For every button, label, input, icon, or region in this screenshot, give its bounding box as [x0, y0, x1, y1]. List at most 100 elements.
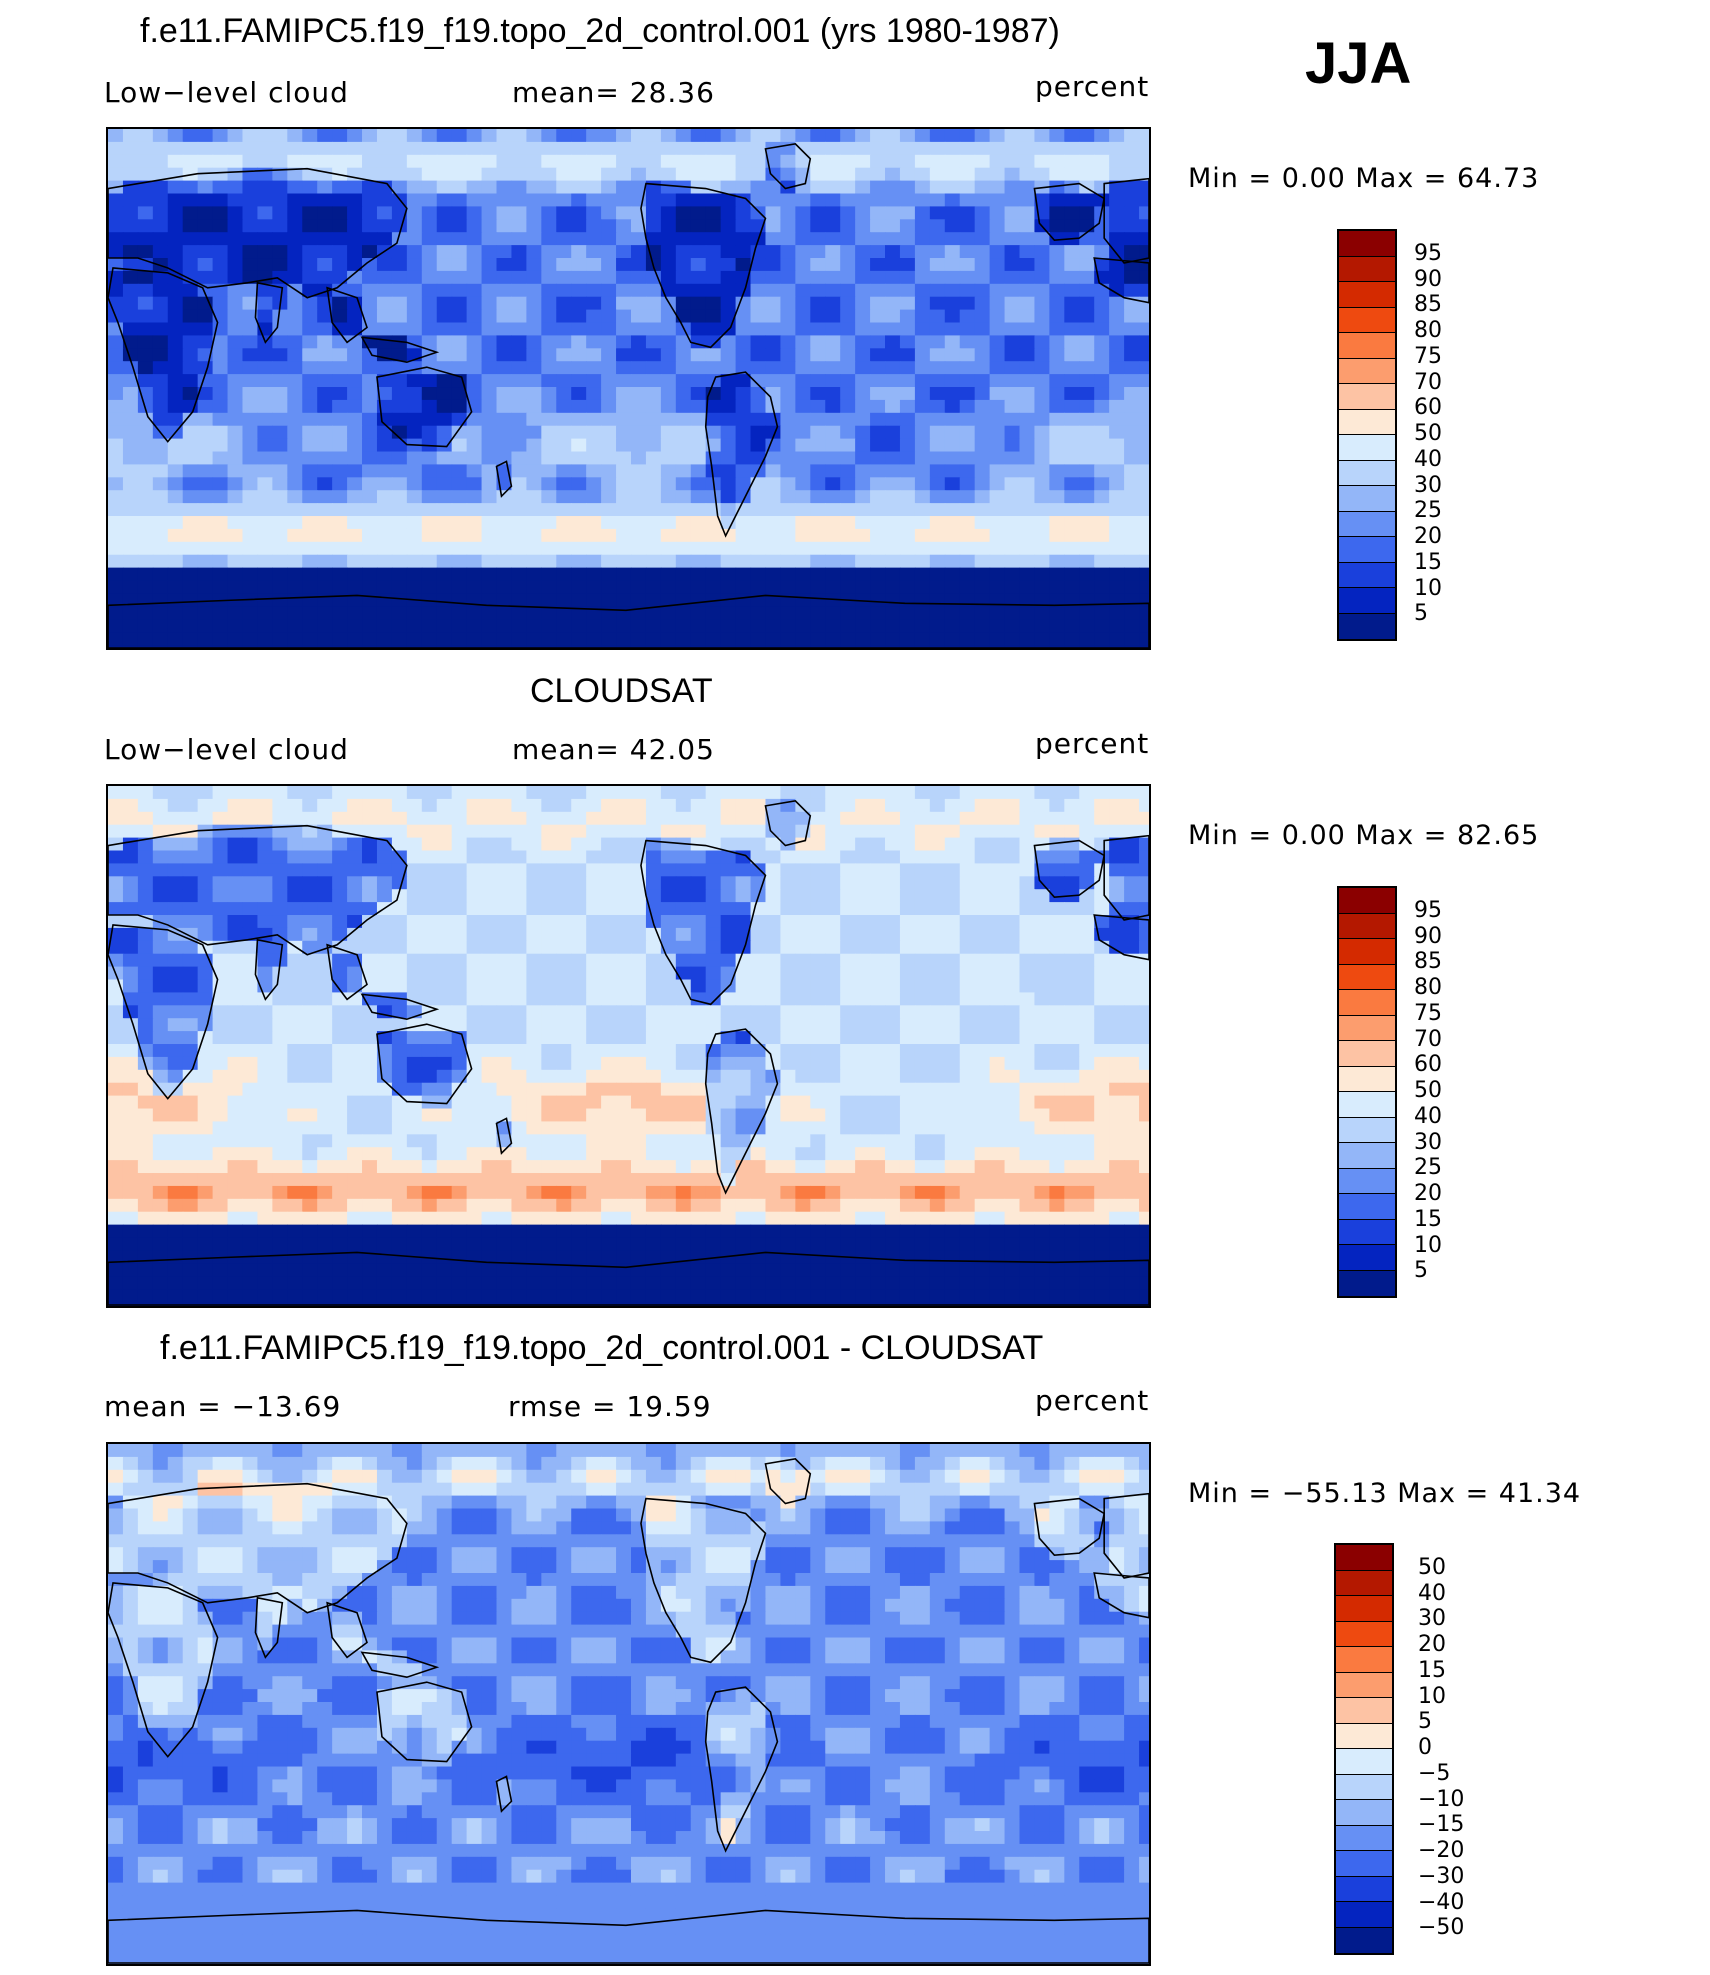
coastline	[108, 824, 408, 956]
colorbar-swatch	[1336, 1749, 1392, 1775]
panel-2-colorbar-tick: 75	[1414, 1000, 1442, 1026]
colorbar-swatch	[1339, 1168, 1395, 1194]
colorbar-swatch	[1339, 990, 1395, 1016]
colorbar-swatch	[1339, 486, 1395, 512]
panel-1-colorbar-tick: 70	[1414, 369, 1442, 395]
panel-3-colorbar-tick: −40	[1418, 1889, 1465, 1915]
coastline	[1093, 914, 1149, 961]
colorbar-swatch	[1336, 1672, 1392, 1698]
colorbar-swatch	[1339, 562, 1395, 588]
coastline	[495, 460, 513, 498]
panel-2-colorbar-tick: 50	[1414, 1078, 1442, 1103]
panel-3-colorbar-tick: 50	[1418, 1554, 1446, 1580]
colorbar-swatch	[1339, 1219, 1395, 1245]
panel-3-colorbar-tick: 30	[1418, 1606, 1446, 1632]
coastline	[376, 1681, 473, 1763]
colorbar-swatch	[1339, 1245, 1395, 1271]
panel-2-colorbar-tick: 40	[1414, 1103, 1442, 1129]
panel-2-colorbar-tick: 60	[1414, 1052, 1442, 1078]
colorbar-swatch	[1339, 1117, 1395, 1143]
panel-2-map	[106, 784, 1151, 1308]
colorbar-swatch	[1339, 537, 1395, 563]
coastline	[1103, 834, 1149, 921]
coastline	[1093, 257, 1149, 304]
coastline	[764, 143, 812, 190]
colorbar-swatch	[1339, 511, 1395, 537]
colorbar-swatch	[1339, 1143, 1395, 1169]
colorbar-swatch	[1339, 888, 1395, 914]
panel-3-colorbar-tick: −20	[1418, 1838, 1465, 1863]
colorbar-swatch	[1336, 1825, 1392, 1851]
panel-1-variable-label: Low−level cloud	[104, 76, 349, 109]
colorbar-swatch	[1339, 588, 1395, 614]
coastline	[254, 281, 284, 344]
coastline	[326, 943, 368, 1001]
panel-3-colorbar-tick: 0	[1418, 1735, 1432, 1760]
coastline	[376, 1023, 473, 1105]
coastline	[1033, 182, 1106, 241]
colorbar-swatch	[1336, 1851, 1392, 1877]
panel-3-minmax: Min = −55.13 Max = 41.34	[1188, 1478, 1582, 1509]
panel-2-mean-label: mean= 42.05	[512, 733, 715, 766]
coastline	[376, 366, 473, 448]
panel-2-colorbar-tick: 80	[1414, 975, 1442, 1000]
panel-2-colorbar-tick: 30	[1414, 1129, 1442, 1155]
panel-1-colorbar-tick: 60	[1414, 395, 1442, 421]
panel-1-colorbar-tick: 15	[1414, 549, 1442, 575]
panel-3-colorbar-tick: −30	[1418, 1863, 1465, 1889]
colorbar-swatch	[1336, 1698, 1392, 1724]
panel-1-colorbar-tick: 50	[1414, 421, 1442, 446]
coastline	[495, 1775, 513, 1813]
colorbar-swatch	[1339, 435, 1395, 461]
coastline	[108, 1582, 219, 1758]
panel-3-colorbar-tick: −5	[1418, 1760, 1451, 1786]
panel-1-colorbar-tick: 40	[1414, 446, 1442, 472]
coastline	[254, 1596, 284, 1659]
coastline	[108, 1251, 1149, 1306]
colorbar-swatch	[1339, 1041, 1395, 1067]
panel-2-colorbar-tick: 5	[1414, 1258, 1428, 1284]
panel-3-colorbar	[1334, 1543, 1394, 1955]
coastline	[360, 336, 440, 364]
colorbar-swatch	[1336, 1876, 1392, 1902]
coastline	[704, 1686, 779, 1853]
panel-2-colorbar-tick: 85	[1414, 949, 1442, 975]
panel-1-title: f.e11.FAMIPC5.f19_f19.topo_2d_control.00…	[140, 12, 1060, 50]
panel-1-map	[106, 127, 1151, 650]
panel-1-colorbar-tick: 25	[1414, 498, 1442, 524]
colorbar-swatch	[1336, 1927, 1392, 1953]
colorbar-swatch	[1339, 1066, 1395, 1092]
colorbar-swatch	[1336, 1902, 1392, 1928]
coastline	[326, 1601, 368, 1659]
colorbar-swatch	[1336, 1800, 1392, 1826]
colorbar-swatch	[1339, 913, 1395, 939]
coastline	[108, 594, 1149, 648]
colorbar-swatch	[1336, 1723, 1392, 1749]
panel-1-colorbar-tick: 5	[1414, 601, 1428, 627]
colorbar-swatch	[1339, 1015, 1395, 1041]
colorbar-swatch	[1339, 964, 1395, 990]
panel-2-minmax: Min = 0.00 Max = 82.65	[1188, 820, 1540, 851]
colorbar-swatch	[1339, 256, 1395, 282]
colorbar-swatch	[1339, 307, 1395, 333]
panel-1-colorbar-tick: 95	[1414, 240, 1442, 266]
coastline	[108, 924, 219, 1100]
coastline	[640, 182, 767, 349]
coastline	[764, 1458, 812, 1505]
coastline	[764, 800, 812, 847]
colorbar-swatch	[1339, 1092, 1395, 1118]
colorbar-swatch	[1339, 939, 1395, 965]
coastline	[326, 286, 368, 344]
panel-2-colorbar-tick: 95	[1414, 897, 1442, 923]
coastline	[495, 1117, 513, 1155]
colorbar-swatch	[1336, 1545, 1392, 1571]
panel-3-colorbar-tick: −15	[1418, 1812, 1465, 1838]
panel-3-colorbar-tick: 15	[1418, 1657, 1446, 1683]
panel-1-units-label: percent	[1035, 70, 1150, 103]
panel-3-colorbar-tick: 20	[1418, 1632, 1446, 1657]
coastline	[704, 371, 779, 538]
coastline	[1093, 1572, 1149, 1619]
colorbar-swatch	[1339, 358, 1395, 384]
panel-1-colorbar-tick: 90	[1414, 266, 1442, 292]
panel-3-mean-label: mean = −13.69	[104, 1390, 342, 1423]
